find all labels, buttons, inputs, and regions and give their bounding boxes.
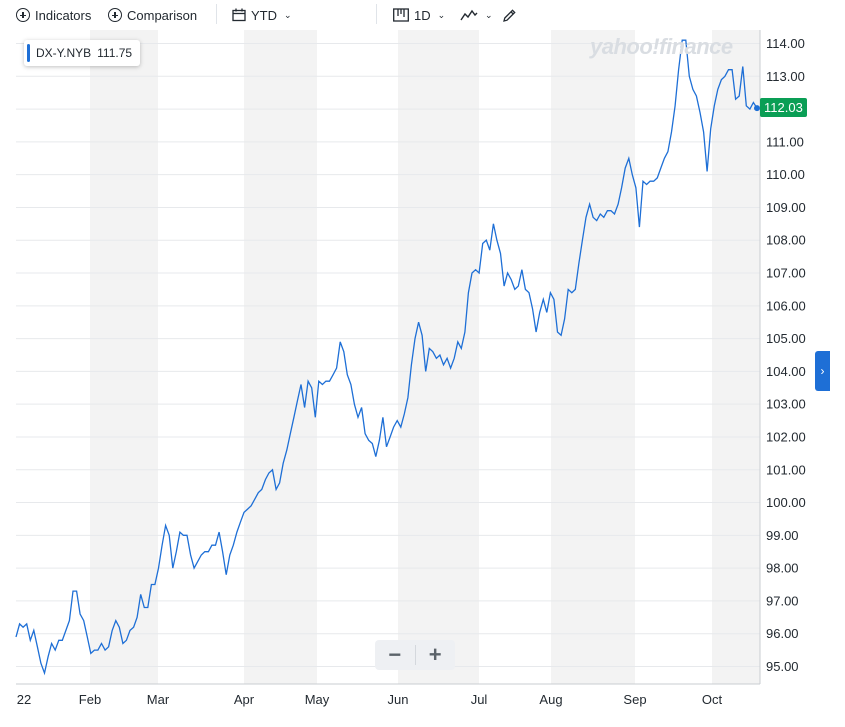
x-tick-label: May: [305, 692, 330, 707]
chevron-down-icon: ⌄: [437, 9, 446, 20]
y-tick-label: 114.00: [766, 36, 805, 51]
x-tick-label: Apr: [234, 692, 255, 707]
x-tick-label: 22: [17, 692, 31, 707]
y-tick-label: 105.00: [766, 331, 806, 346]
zoom-out-button[interactable]: −: [375, 640, 415, 670]
last-price-marker: [754, 105, 760, 112]
candlestick-icon: [393, 8, 409, 22]
y-tick-label: 103.00: [766, 397, 806, 412]
y-tick-label: 100.00: [766, 495, 806, 510]
y-tick-label: 97.00: [766, 593, 799, 608]
month-band: [712, 30, 760, 684]
y-tick-label: 109.00: [766, 200, 806, 215]
plus-icon: +: [428, 642, 442, 667]
y-tick-label: 99.00: [766, 528, 799, 543]
circle-plus-icon: [108, 8, 122, 22]
y-tick-label: 110.00: [766, 167, 805, 182]
chevron-down-icon: ⌄: [284, 9, 292, 20]
toolbar-divider: [376, 4, 377, 24]
x-tick-label: Jun: [388, 692, 409, 707]
y-tick-label: 113.00: [766, 69, 805, 84]
x-tick-label: Sep: [623, 692, 646, 707]
calendar-icon: [232, 8, 246, 22]
x-tick-label: Oct: [702, 692, 723, 707]
y-tick-label: 96.00: [766, 626, 799, 641]
legend-symbol: DX-Y.NYB: [36, 46, 92, 60]
zoom-in-button[interactable]: +: [415, 640, 455, 670]
line-chart-icon: [460, 9, 478, 21]
y-tick-label: 107.00: [766, 266, 806, 281]
legend-value: 111.75: [97, 46, 133, 60]
x-tick-label: Mar: [147, 692, 170, 707]
month-band: [244, 30, 317, 684]
yahoo-finance-watermark: yahoo!finance: [590, 34, 733, 59]
y-tick-label: 102.00: [766, 429, 806, 444]
circle-plus-icon: [16, 8, 30, 22]
y-tick-label: 101.00: [766, 462, 806, 477]
month-band: [551, 30, 635, 684]
zoom-controls: − +: [375, 640, 455, 670]
price-chart[interactable]: 114.00113.00112.00111.00110.00109.00108.…: [0, 30, 845, 727]
last-price-tag: 112.03: [760, 98, 807, 117]
y-tick-label: 95.00: [766, 659, 799, 674]
pencil-icon: [503, 8, 516, 22]
toolbar-divider: [216, 4, 217, 24]
indicators-label: Indicators: [35, 7, 92, 23]
x-tick-label: Aug: [539, 692, 562, 707]
interval-selector[interactable]: 1D ⌄: [393, 5, 445, 25]
range-selector[interactable]: YTD ⌄: [232, 5, 292, 25]
x-tick-label: Feb: [79, 692, 101, 707]
chevron-right-icon: ›: [820, 364, 825, 378]
month-band: [90, 30, 158, 684]
comparison-label: Comparison: [127, 7, 198, 23]
chart-type-selector[interactable]: ⌄: [460, 5, 493, 25]
y-tick-label: 106.00: [766, 298, 806, 313]
chart-toolbar: Indicators Comparison YTD ⌄ 1D ⌄ ⌄: [0, 0, 845, 30]
price-line-series: [15, 39, 758, 676]
y-tick-label: 104.00: [766, 364, 806, 379]
expand-panel-button[interactable]: ›: [815, 351, 830, 391]
y-tick-label: 98.00: [766, 561, 799, 576]
legend-box[interactable]: DX-Y.NYB 111.75: [24, 40, 141, 66]
range-label: YTD: [251, 7, 277, 23]
series-color-swatch: [27, 44, 30, 62]
y-tick-label: 111.00: [766, 134, 804, 149]
interval-label: 1D: [414, 7, 431, 23]
comparison-button[interactable]: Comparison: [108, 5, 197, 25]
x-tick-label: Jul: [471, 692, 488, 707]
minus-icon: −: [388, 642, 402, 667]
draw-button[interactable]: [502, 5, 517, 25]
zoom-divider: [414, 645, 416, 665]
chevron-down-icon: ⌄: [485, 9, 493, 20]
y-tick-label: 108.00: [766, 233, 806, 248]
indicators-button[interactable]: Indicators: [16, 5, 91, 25]
